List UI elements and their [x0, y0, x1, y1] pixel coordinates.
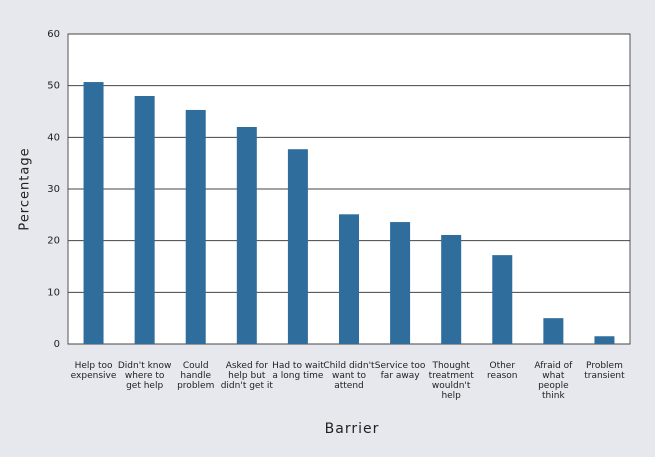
x-tick-label: Afraid of what people think: [534, 361, 573, 401]
x-tick-label: Thought treatment wouldn't help: [428, 361, 474, 401]
y-tick-label: 40: [47, 132, 60, 143]
bar: [492, 255, 513, 344]
y-tick-label: 10: [47, 287, 60, 298]
bar: [287, 149, 308, 344]
bar: [594, 336, 615, 344]
x-tick-label: Problem transient: [584, 361, 625, 381]
y-tick-label: 60: [47, 29, 60, 40]
bar: [441, 234, 462, 344]
bar: [339, 214, 359, 344]
y-tick-label: 50: [47, 81, 60, 92]
y-axis-title: Percentage: [18, 147, 33, 230]
bar: [83, 82, 104, 345]
y-tick-label: 20: [47, 236, 60, 247]
y-tick-label: 30: [47, 184, 60, 195]
x-axis-title: Barrier: [325, 421, 380, 437]
x-tick-label: Child didn't want to attend: [323, 361, 375, 391]
x-tick-label: Could handle problem: [177, 361, 215, 391]
x-tick-label: Didn't know where to get help: [117, 361, 172, 391]
bar: [185, 109, 206, 344]
x-tick-label: Other reason: [487, 361, 518, 381]
bar: [390, 222, 411, 344]
bar: [236, 127, 257, 344]
x-tick-label: Had to wait a long time: [272, 361, 324, 381]
x-tick-label: Service too far away: [374, 361, 426, 381]
y-tick-label: 0: [54, 339, 60, 350]
x-tick-label: Asked for help but didn't get it: [220, 361, 273, 391]
bar: [134, 96, 155, 344]
x-tick-label: Help too expensive: [70, 361, 117, 381]
bar: [543, 318, 564, 344]
